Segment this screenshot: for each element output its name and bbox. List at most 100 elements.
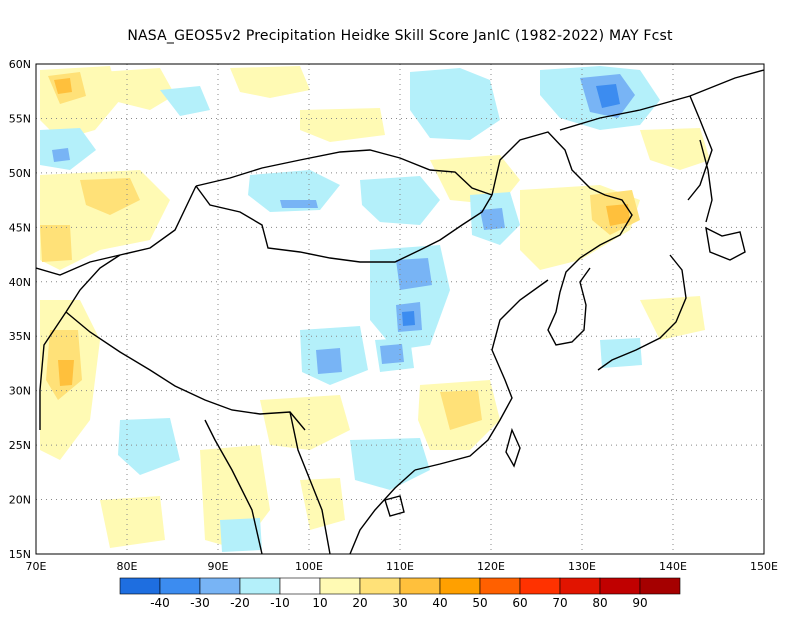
lat-tick-label: 45N <box>9 221 31 234</box>
colorbar-label: 10 <box>312 596 327 610</box>
skill-patch-blue <box>402 311 415 326</box>
skill-patch-mid-blue <box>396 258 432 290</box>
lon-tick-label: 70E <box>26 560 47 573</box>
colorbar-label: 40 <box>432 596 447 610</box>
skill-patch-light-yellow <box>640 128 710 170</box>
lat-tick-label: 55N <box>9 112 31 125</box>
lon-tick-label: 140E <box>659 560 687 573</box>
colorbar-swatch <box>399 577 441 595</box>
lat-tick-label: 35N <box>9 330 31 343</box>
plot-frame <box>35 63 765 555</box>
skill-patch-light-yellow <box>300 478 345 530</box>
border-china-northeast <box>491 131 633 259</box>
skill-patch-orange <box>54 78 72 94</box>
skill-patch-orange <box>606 204 630 226</box>
lat-tick-label: 40N <box>9 276 31 289</box>
latitude-tick-labels: 60N 55N 50N 45N 40N 35N 30N 25N 20N 15N <box>9 58 31 561</box>
skill-patch-mid-blue <box>280 200 318 208</box>
skill-patch-light-blue <box>350 438 430 490</box>
skill-patch-mid-blue <box>480 208 505 230</box>
skill-patch-blue <box>596 84 620 108</box>
skill-patch-yellow <box>40 225 72 262</box>
skill-patch-yellow <box>440 390 482 430</box>
border-china-west <box>65 254 121 313</box>
colorbar-label: 20 <box>352 596 367 610</box>
coastline-india-east <box>204 419 263 554</box>
coastlines-borders <box>36 69 764 554</box>
colorbar-label: -20 <box>230 596 250 610</box>
lat-tick-label: 30N <box>9 385 31 398</box>
lat-tick-label: 25N <box>9 439 31 452</box>
skill-patch-light-yellow <box>430 155 520 205</box>
lon-tick-label: 130E <box>568 560 596 573</box>
skill-patch-orange <box>58 360 74 386</box>
colorbar-label: 30 <box>392 596 407 610</box>
border-himalaya <box>65 311 306 431</box>
lon-tick-label: 120E <box>477 560 505 573</box>
skill-patch-light-yellow <box>640 296 705 340</box>
grid-lines <box>36 64 764 554</box>
skill-patch-light-yellow <box>100 68 175 110</box>
colorbar-label: 50 <box>472 596 487 610</box>
skill-shading <box>40 66 710 552</box>
colorbar-swatch <box>439 577 481 595</box>
lon-tick-label: 110E <box>386 560 414 573</box>
colorbar-swatch <box>599 577 641 595</box>
colorbar-label: 80 <box>592 596 607 610</box>
longitude-tick-labels: 70E 80E 90E 100E 110E 120E 130E 140E 150E <box>26 560 778 573</box>
colorbar-swatch <box>519 577 561 595</box>
lon-tick-label: 150E <box>750 560 778 573</box>
skill-patch-light-blue <box>410 68 500 140</box>
colorbar-label: -40 <box>150 596 170 610</box>
skill-patch-light-blue <box>370 245 450 350</box>
coastline-sakhalin <box>699 139 713 223</box>
lat-tick-label: 50N <box>9 167 31 180</box>
lon-tick-label: 90E <box>208 560 229 573</box>
skill-patch-light-yellow <box>100 496 165 548</box>
colorbar-swatch <box>319 577 361 595</box>
skill-patch-light-blue <box>118 418 180 475</box>
colorbar-label: 90 <box>632 596 647 610</box>
border-mongolia-north <box>195 149 493 196</box>
skill-patch-light-blue <box>220 518 262 552</box>
coastline-japan-honshu <box>597 254 687 371</box>
coastline-taiwan <box>505 427 521 468</box>
colorbar-swatch <box>359 577 401 595</box>
skill-patch-light-yellow <box>300 108 385 142</box>
coastline-china-east <box>414 279 549 471</box>
coastline-hainan <box>384 495 405 517</box>
skill-patch-mid-blue <box>380 344 404 364</box>
coastline-korea <box>547 257 591 346</box>
colorbar-label: -10 <box>270 596 290 610</box>
border-india-west <box>39 311 67 430</box>
colorbar-swatch <box>559 577 601 595</box>
coastline-indochina <box>349 469 416 554</box>
lat-tick-label: 20N <box>9 494 31 507</box>
colorbar-swatch <box>239 577 281 595</box>
lat-tick-label: 15N <box>9 548 31 561</box>
skill-patch-mid-blue <box>316 348 342 374</box>
skill-patch-mid-blue <box>52 148 70 162</box>
colorbar-swatch <box>159 577 201 595</box>
colorbar: -40 -30 -20 -10 10 20 30 40 50 60 70 80 90 <box>119 577 681 610</box>
lon-tick-label: 80E <box>117 560 138 573</box>
skill-patch-light-blue <box>160 86 210 116</box>
colorbar-swatch <box>639 577 681 595</box>
colorbar-swatch <box>199 577 241 595</box>
colorbar-swatch <box>479 577 521 595</box>
colorbar-label: 60 <box>512 596 527 610</box>
skill-patch-yellow <box>80 178 140 215</box>
border-myanmar <box>289 411 331 554</box>
colorbar-swatch <box>279 577 321 595</box>
skill-patch-light-yellow <box>230 66 310 98</box>
skill-patch-light-blue <box>248 170 340 212</box>
colorbar-label: 70 <box>552 596 567 610</box>
colorbar-swatch <box>119 577 161 595</box>
coastline-far-east <box>559 69 764 131</box>
coastline-okhotsk <box>687 95 713 201</box>
skill-patch-light-blue <box>360 176 440 225</box>
chart-title: NASA_GEOS5v2 Precipitation Heidke Skill … <box>127 28 673 44</box>
lon-tick-label: 100E <box>295 560 323 573</box>
colorbar-label: -30 <box>190 596 210 610</box>
